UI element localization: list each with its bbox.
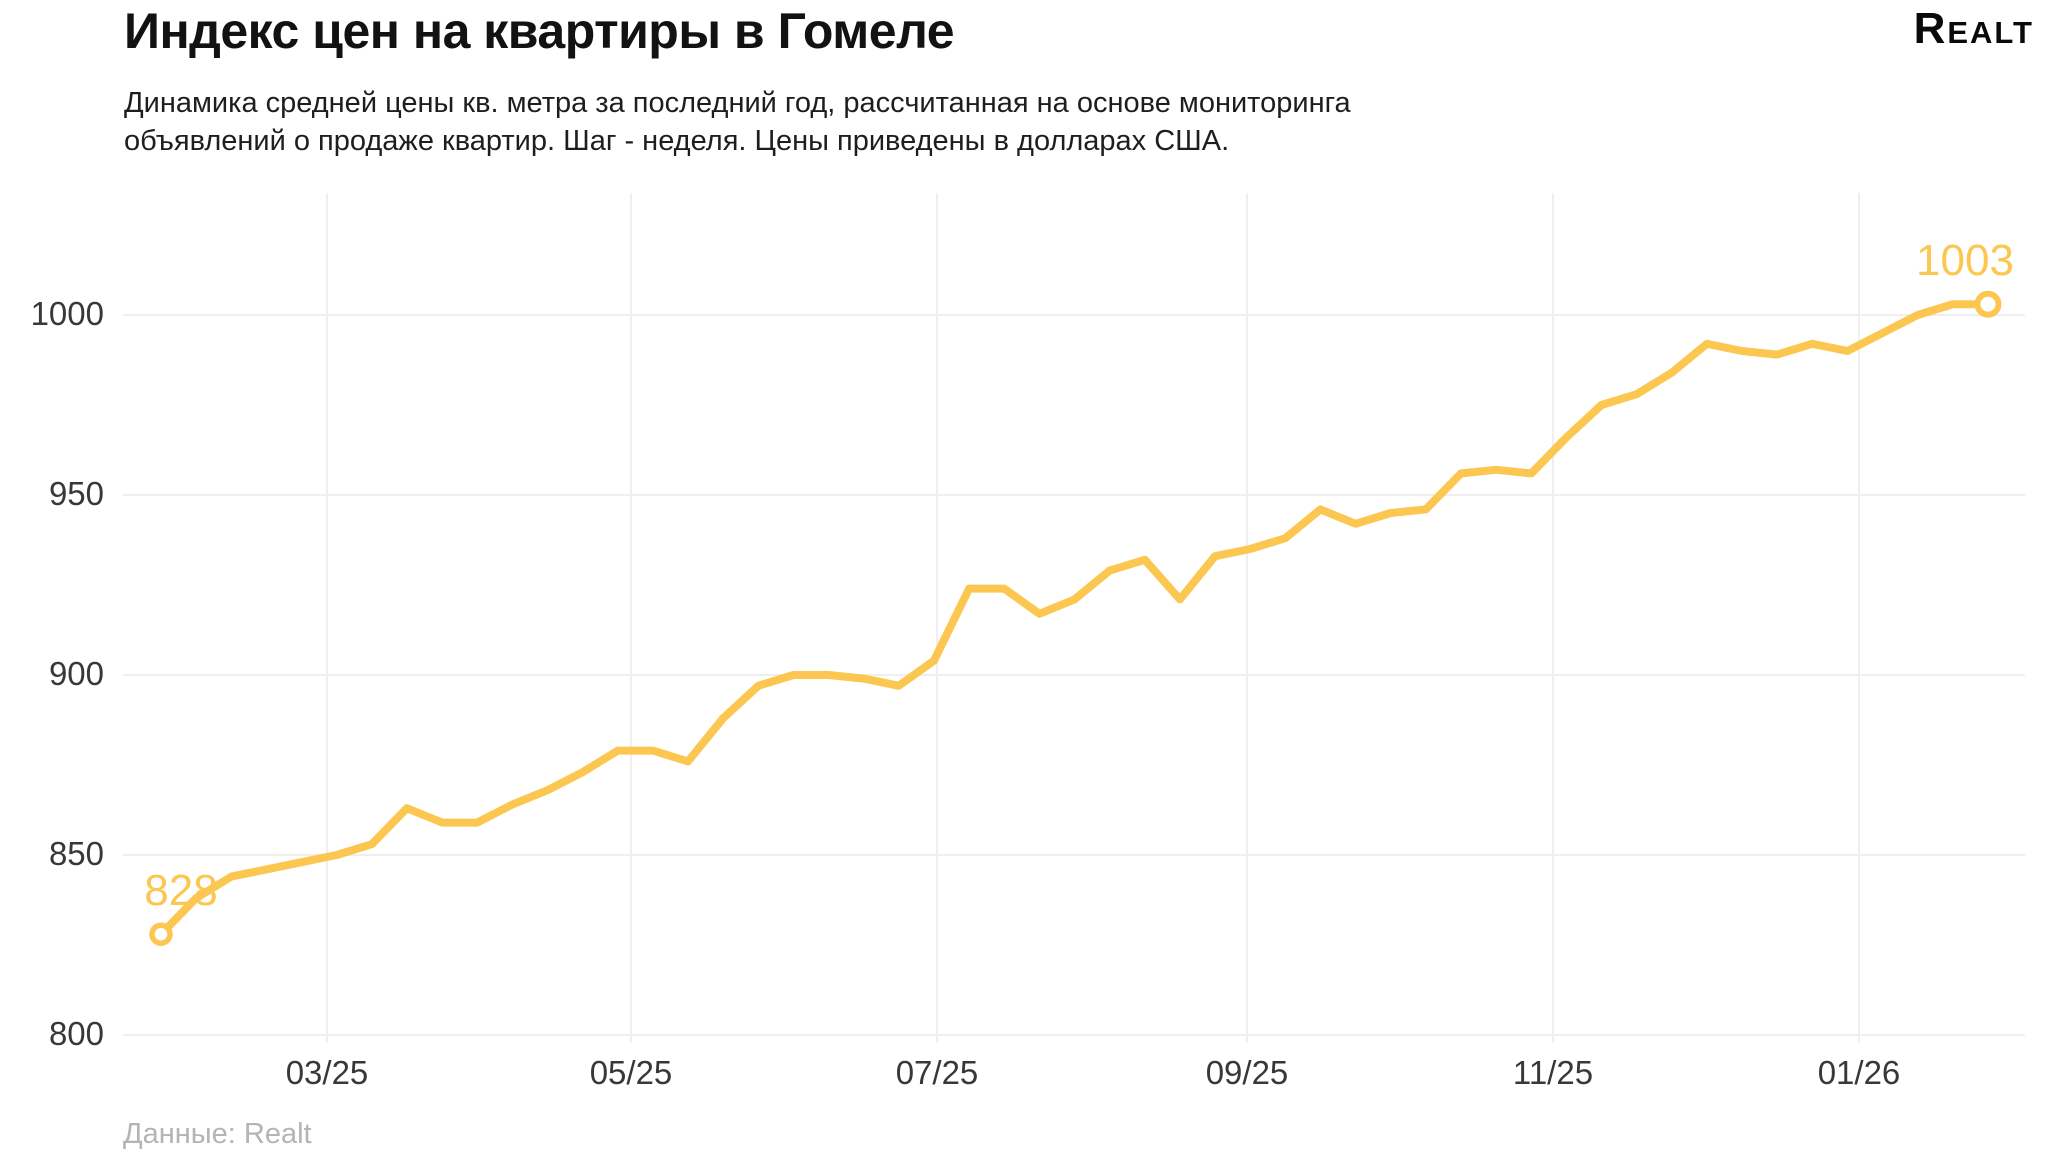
y-tick-label-850: 850 [48,835,104,872]
page-title: Индекс цен на квартиры в Гомеле [124,3,955,59]
y-tick-label-950: 950 [48,475,104,512]
start-value-label: 828 [144,866,218,915]
data-source: Данные: Realt [123,1118,312,1150]
realt-logo: Realt [1913,4,2034,53]
x-tick-label-01/26: 01/26 [1817,1054,1901,1091]
start-point-marker [149,922,173,946]
x-tick-label-05/25: 05/25 [589,1054,673,1091]
chart-subtitle: Динамика средней цены кв. метра за после… [124,84,1351,160]
horizontal-gridlines [123,314,2025,1036]
y-tick-label-800: 800 [48,1015,104,1052]
price-line [157,300,1992,939]
x-tick-label-09/25: 09/25 [1205,1054,1289,1091]
subtitle-line-1: Динамика средней цены кв. метра за после… [124,87,1351,119]
x-tick-label-07/25: 07/25 [895,1054,979,1091]
x-tick-label-03/25: 03/25 [285,1054,369,1091]
x-tick-label-11/25: 11/25 [1512,1054,1594,1091]
end-value-label: 1003 [1916,236,2014,285]
y-tick-label-900: 900 [48,655,104,692]
subtitle-line-2: объявлений о продаже квартир. Шаг - неде… [124,125,1230,157]
vertical-gridlines [326,193,1860,1043]
y-tick-label-1000: 1000 [30,295,104,332]
end-point-marker [1974,290,2002,318]
